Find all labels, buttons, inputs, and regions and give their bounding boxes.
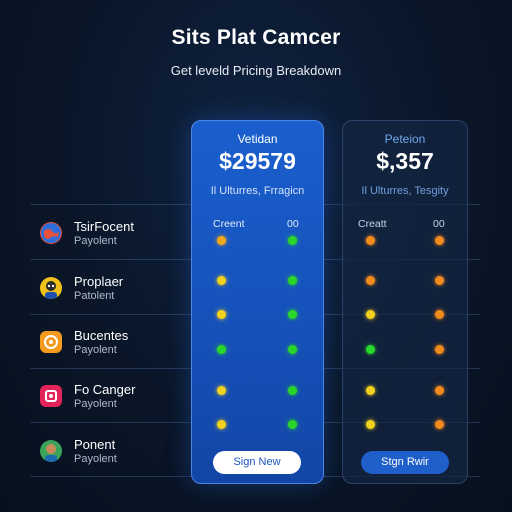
feature-row-sub: Payolent: [74, 344, 117, 356]
page-title: Sits Plat Camcer: [171, 26, 341, 49]
status-dot: [217, 345, 226, 354]
status-dot: [435, 345, 444, 354]
status-dot: [435, 386, 444, 395]
status-dot: [435, 276, 444, 285]
column-header: Creent: [213, 218, 245, 230]
feature-row-name: Proplaer: [74, 274, 124, 289]
feature-row-sub: Payolent: [74, 453, 117, 465]
status-dot: [288, 276, 297, 285]
feature-row-name: TsirFocent: [74, 219, 134, 234]
plan-price: $29579: [219, 148, 296, 174]
column-header: Creatt: [358, 218, 387, 230]
avatar-icon: [40, 277, 62, 299]
column-header: 00: [287, 218, 299, 230]
status-dot: [435, 236, 444, 245]
feature-row-sub: Payolent: [74, 235, 117, 247]
sign-up-button[interactable]: Stgn Rwir: [361, 451, 449, 474]
status-dot: [217, 310, 226, 319]
page-subtitle: Get leveld Pricing Breakdown: [170, 63, 342, 78]
status-dot: [288, 310, 297, 319]
status-dot: [366, 236, 375, 245]
plan-name: Vetidan: [237, 132, 278, 146]
plan-features: Il Ulturres, Tesgity: [361, 185, 449, 197]
feature-row-sub: Patolent: [74, 290, 115, 302]
column-header: 00: [433, 218, 445, 230]
status-dot: [288, 345, 297, 354]
plan-card: Peteion $,357 Il Ulturres, Tesgity Creat…: [342, 120, 468, 484]
plan-name: Peteion: [384, 132, 426, 146]
feature-row-name: Bucentes: [74, 328, 129, 343]
status-dot: [366, 386, 375, 395]
status-dot: [217, 276, 226, 285]
plan-price: $,357: [376, 148, 434, 174]
status-dot: [217, 420, 226, 429]
status-dot: [217, 236, 226, 245]
status-dot: [288, 420, 297, 429]
status-dot: [366, 310, 375, 319]
status-dot: [217, 386, 226, 395]
app-icon: [40, 331, 62, 353]
status-dot: [288, 236, 297, 245]
status-dot: [435, 420, 444, 429]
status-dot: [366, 420, 375, 429]
sign-up-button[interactable]: Sign New: [213, 451, 301, 474]
status-dot: [288, 386, 297, 395]
avatar-icon: [40, 440, 62, 462]
plan-card-featured: Vetidan $29579 Il Ulturres, Frragicn Cre…: [191, 120, 324, 484]
status-dot: [366, 276, 375, 285]
app-icon: [40, 385, 62, 407]
feature-row-name: Fo Canger: [74, 382, 136, 397]
globe-icon: [40, 222, 62, 244]
plan-features: Il Ulturres, Frragicn: [210, 185, 305, 197]
feature-row-sub: Payolent: [74, 398, 117, 410]
feature-row-name: Ponent: [74, 437, 116, 452]
status-dot: [435, 310, 444, 319]
status-dot: [366, 345, 375, 354]
